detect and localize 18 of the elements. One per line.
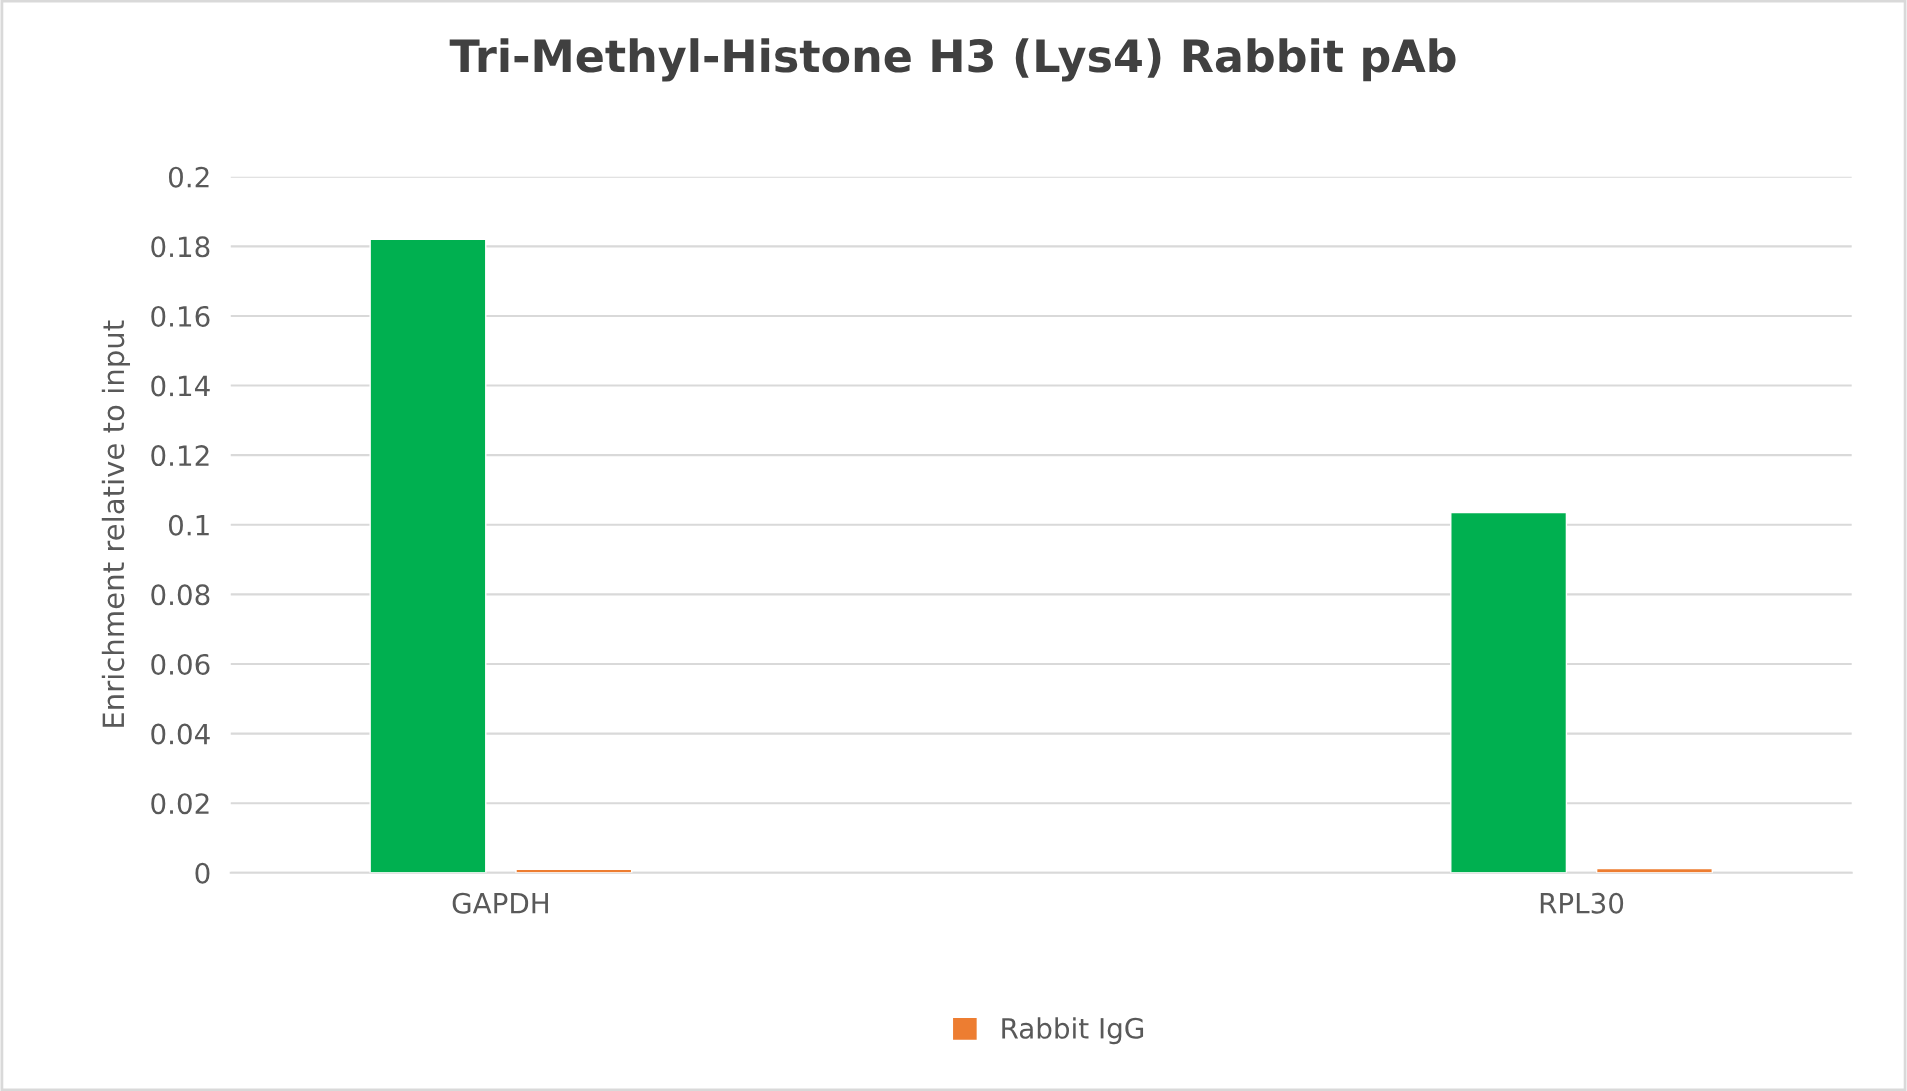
- y-tick-label: 0.16: [151, 305, 210, 327]
- y-tick-label: 0.02: [151, 793, 209, 815]
- x-tick-label: RPL30: [1540, 892, 1624, 914]
- bar: [369, 238, 487, 873]
- legend-label: Rabbit IgG: [1002, 1017, 1144, 1045]
- y-tick-label: 0.2: [168, 166, 209, 188]
- y-tick-label: 0.1: [168, 514, 209, 536]
- y-axis-title: Enrichment relative to input: [101, 320, 131, 727]
- y-tick-label: 0.08: [151, 584, 210, 606]
- x-tick-label: GAPDH: [452, 892, 548, 914]
- y-tick-label: 0.18: [151, 236, 210, 258]
- y-tick-label: 0.14: [151, 375, 210, 397]
- y-tick-label: 0: [195, 862, 210, 884]
- y-tick-label: 0.06: [151, 653, 210, 675]
- chart-title: Tri-Methyl-Histone H3 (Lys4) Rabbit pAb: [449, 38, 1456, 82]
- bar: [1450, 511, 1568, 873]
- y-tick-label: 0.04: [151, 723, 210, 745]
- y-tick-label: 0.12: [151, 445, 209, 467]
